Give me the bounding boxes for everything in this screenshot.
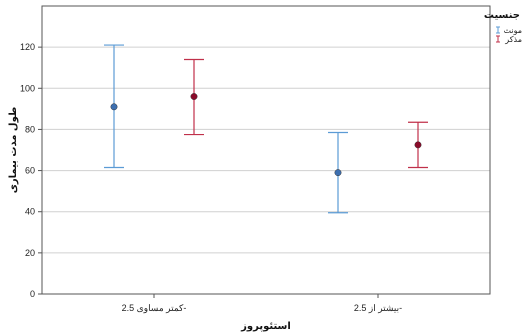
mean-point — [334, 169, 342, 177]
error-bar-1-0 — [184, 58, 204, 136]
x-tick-label-1: بیشتر از 2.5- — [354, 303, 402, 314]
y-tick-label-20: 20 — [25, 248, 35, 258]
x-axis-title: استئوپروز — [240, 321, 291, 332]
error-bar-0-1 — [328, 131, 348, 214]
legend-label: مونث — [504, 26, 523, 35]
legend-title: جنسیت — [484, 10, 520, 21]
error-bar-0-0 — [104, 44, 124, 169]
y-tick-label-40: 40 — [25, 207, 35, 217]
plot-frame — [41, 5, 491, 295]
legend-item-1: مذکر — [496, 35, 522, 44]
y-axis-title: طول مدت بیماری — [8, 107, 19, 194]
y-tick-label-120: 120 — [20, 42, 35, 52]
mean-point — [414, 141, 422, 149]
y-tick-label-0: 0 — [30, 289, 35, 299]
error-bars — [104, 44, 428, 214]
y-tick-label-100: 100 — [20, 83, 35, 93]
mean-point — [190, 93, 198, 100]
y-tick-label-80: 80 — [25, 124, 35, 134]
grid-lines — [42, 46, 490, 254]
axes — [41, 5, 491, 295]
mean-point — [110, 103, 118, 111]
x-tick-label-0: کمتر مساوی 2.5- — [122, 303, 187, 314]
y-axis-ticks: 0 20 40 60 80 100 120 — [20, 42, 42, 299]
legend-item-0: مونث — [496, 26, 522, 35]
legend-label: مذکر — [504, 35, 522, 44]
error-bar-1-1 — [408, 121, 428, 169]
y-tick-label-60: 60 — [25, 166, 35, 176]
x-axis-ticks: کمتر مساوی 2.5- بیشتر از 2.5- — [122, 294, 402, 314]
